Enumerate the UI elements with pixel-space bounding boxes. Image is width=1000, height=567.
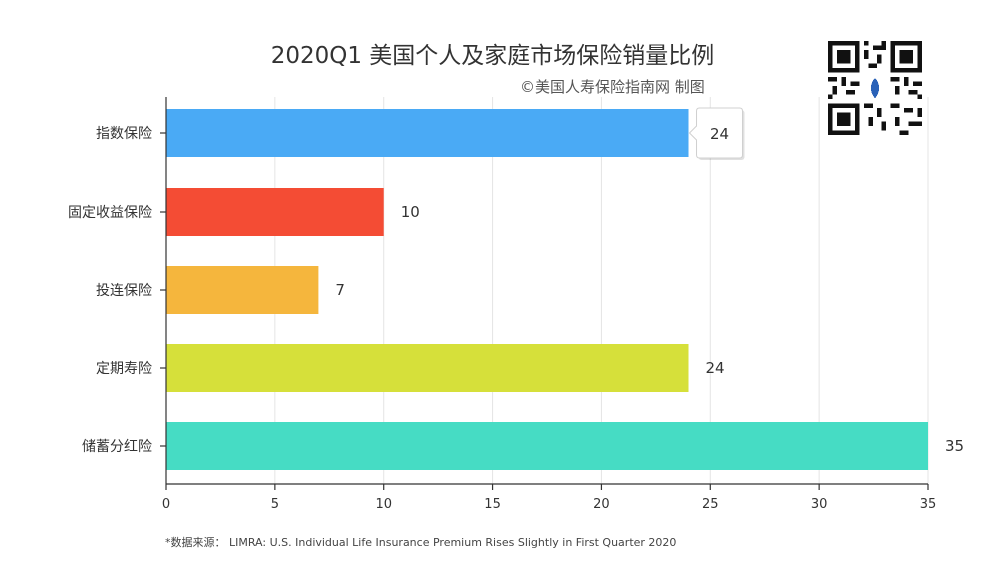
data-label: 7 <box>335 281 345 299</box>
x-tick-label: 0 <box>162 497 170 512</box>
x-tick-label: 5 <box>271 497 279 512</box>
data-label: 10 <box>401 203 420 221</box>
chart-subtitle: ©美国人寿保险指南网 制图 <box>520 78 705 96</box>
category-label: 定期寿险 <box>96 360 152 377</box>
qr-code-icon <box>828 41 922 135</box>
x-tick-label: 10 <box>375 497 392 512</box>
data-label: 24 <box>710 125 729 143</box>
bar[interactable] <box>166 422 928 470</box>
x-tick-label: 20 <box>593 497 610 512</box>
x-tick-label: 35 <box>920 497 937 512</box>
category-label: 固定收益保险 <box>68 205 152 221</box>
data-source-note: *数据来源： LIMRA: U.S. Individual Life Insur… <box>165 536 677 549</box>
category-label: 指数保险 <box>96 126 152 142</box>
x-tick-label: 25 <box>702 497 719 512</box>
bar[interactable] <box>166 109 689 157</box>
category-label: 投连保险 <box>96 283 152 299</box>
bar[interactable] <box>166 188 384 236</box>
data-label: 24 <box>706 359 725 377</box>
x-tick-label: 30 <box>811 497 828 512</box>
bar[interactable] <box>166 266 319 314</box>
tooltip-box <box>688 107 744 159</box>
chart-title: 2020Q1 美国个人及家庭市场保险销量比例 <box>270 43 715 69</box>
bar[interactable] <box>166 344 689 392</box>
category-label: 储蓄分红险 <box>82 439 152 455</box>
x-tick-label: 15 <box>484 497 501 512</box>
data-label: 35 <box>945 437 964 455</box>
